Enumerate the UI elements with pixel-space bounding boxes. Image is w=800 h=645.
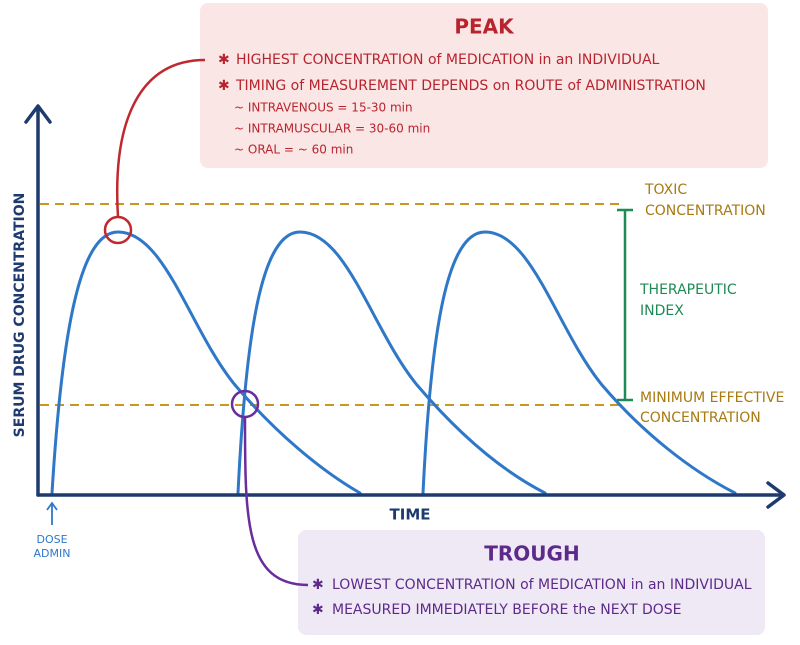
minimum-label: CONCENTRATION — [640, 410, 761, 426]
peak-bullet: TIMING of MEASUREMENT DEPENDS on ROUTE o… — [235, 78, 706, 94]
toxic-label: CONCENTRATION — [645, 203, 766, 219]
peak-connector — [116, 58, 206, 218]
peak-marker — [103, 215, 133, 245]
x-axis-label: TIME — [390, 506, 431, 524]
peak-route: ~ INTRAMUSCULAR = 30-60 min — [234, 122, 430, 136]
peak-box — [200, 3, 768, 168]
therapeutic-label: THERAPEUTIC — [639, 282, 737, 298]
trough-bullet: LOWEST CONCENTRATION of MEDICATION in an… — [332, 577, 752, 593]
trough-box — [298, 530, 765, 635]
trough-bullet: MEASURED IMMEDIATELY BEFORE the NEXT DOS… — [332, 602, 681, 618]
dose-label: DOSE — [36, 533, 67, 546]
bullet-star: ✱ — [312, 577, 324, 593]
axes — [24, 104, 786, 509]
peak-title: PEAK — [454, 15, 515, 39]
dose-arrow — [46, 501, 58, 525]
trough-connector — [243, 416, 309, 587]
therapeutic-label: INDEX — [640, 303, 684, 319]
bullet-star: ✱ — [218, 52, 230, 68]
bullet-star: ✱ — [218, 78, 230, 94]
trough-title: TROUGH — [484, 542, 579, 566]
toxic-label: TOXIC — [644, 182, 687, 198]
therapeutic-bracket — [617, 208, 633, 402]
minimum-label: MINIMUM EFFECTIVE — [640, 390, 784, 406]
peak-route: ~ ORAL = ~ 60 min — [234, 143, 353, 157]
peak-route: ~ INTRAVENOUS = 15-30 min — [234, 101, 413, 115]
peak-bullet: HIGHEST CONCENTRATION of MEDICATION in a… — [236, 52, 660, 68]
concentration-curves — [50, 230, 737, 495]
y-axis-label: SERUM DRUG CONCENTRATION — [12, 193, 28, 438]
bullet-star: ✱ — [312, 602, 324, 618]
dose-label: ADMIN — [34, 547, 71, 560]
